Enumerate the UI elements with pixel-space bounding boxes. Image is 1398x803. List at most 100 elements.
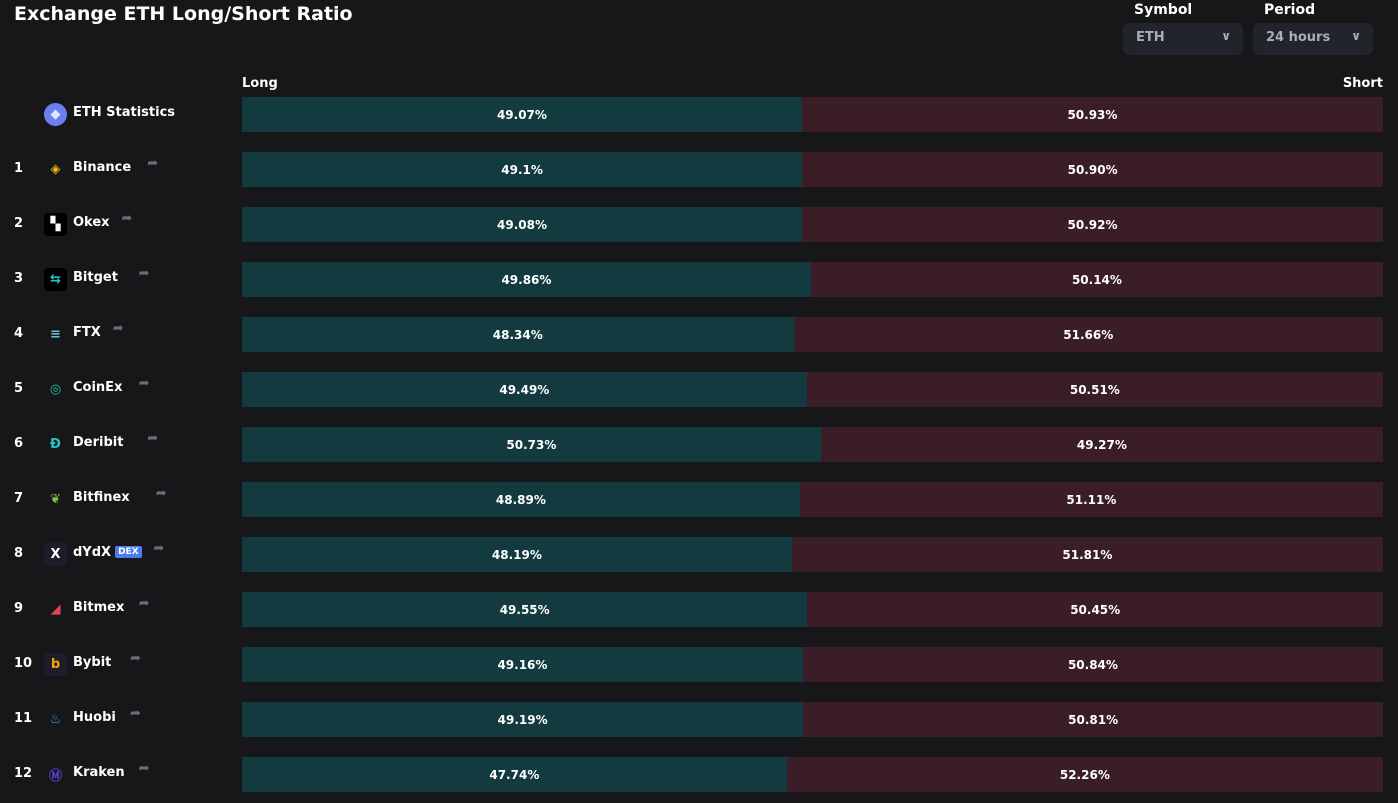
short-value: 51.11% [1066,492,1117,507]
rank: 8 [14,546,24,561]
ratio-bar: 49.08% 50.92% [242,207,1383,242]
exchange-name[interactable]: Huobi [73,710,116,725]
exchange-name[interactable]: Binance [73,160,132,175]
bitmex-icon: ◢ [50,602,61,617]
ratio-bar: 48.19% 51.81% [242,537,1383,572]
long-value: 49.19% [497,712,548,727]
long-value: 49.16% [497,657,548,672]
exchange-row: 4 ≡ FTX ➦ 48.34% 51.66% [0,317,1398,352]
long-bar: 49.86% [242,262,811,297]
exchange-name[interactable]: dYdX DEX [73,545,142,560]
share-icon[interactable]: ➦ [138,761,150,776]
period-select[interactable]: 24 hours ∨ [1253,23,1373,55]
long-bar: 48.89% [242,482,800,517]
rank: 7 [14,491,24,506]
symbol-value: ETH [1136,30,1165,45]
short-bar: 50.93% [801,97,1383,132]
ratio-bar: 49.16% 50.84% [242,647,1383,682]
short-bar: 49.27% [820,427,1383,462]
exchange-row: 2 ▚ Okex ➦ 49.08% 50.92% [0,207,1398,242]
bitget-icon: ⇆ [44,268,67,291]
long-value: 48.89% [495,492,546,507]
short-bar: 50.14% [810,262,1383,297]
rank: 6 [14,436,24,451]
long-value: 50.73% [506,437,557,452]
ratio-bar: 48.34% 51.66% [242,317,1383,352]
long-value: 47.74% [489,767,540,782]
long-bar: 49.55% [242,592,808,627]
exchange-name[interactable]: Deribit [73,435,124,450]
short-value: 50.92% [1067,217,1118,232]
short-value: 52.26% [1059,767,1110,782]
bybit-icon: b [44,653,67,676]
share-icon[interactable]: ➦ [138,596,150,611]
symbol-label: Symbol [1134,2,1193,18]
bitfinex-icon: ❦ [50,492,61,507]
chevron-down-icon: ∨ [1221,29,1231,43]
long-value: 49.1% [501,162,543,177]
exchange-name[interactable]: FTX [73,325,101,340]
long-bar: 49.07% [242,97,802,132]
short-value: 49.27% [1076,437,1127,452]
short-bar: 50.45% [807,592,1383,627]
short-bar: 50.51% [806,372,1383,407]
share-icon[interactable]: ➦ [138,376,150,391]
share-icon[interactable]: ➦ [138,266,150,281]
short-value: 51.66% [1063,327,1114,342]
symbol-select[interactable]: ETH ∨ [1123,23,1243,55]
share-icon[interactable]: ➦ [112,321,124,336]
page-title: Exchange ETH Long/Short Ratio [14,3,353,25]
long-value: 49.86% [501,272,552,287]
short-value: 50.93% [1067,107,1118,122]
exchange-row: 12 Ⓜ Kraken ➦ 47.74% 52.26% [0,757,1398,792]
rank: 3 [14,271,24,286]
dydx-icon: X [44,543,67,566]
long-bar: 48.34% [242,317,794,352]
short-value: 50.51% [1069,382,1120,397]
rank: 2 [14,216,24,231]
short-bar: 50.92% [802,207,1383,242]
long-bar: 49.08% [242,207,802,242]
share-icon[interactable]: ➦ [130,651,141,666]
exchange-row: 10 b Bybit ➦ 49.16% 50.84% [0,647,1398,682]
exchange-name[interactable]: Kraken [73,765,125,780]
ethereum-icon: ◆ [44,103,67,126]
short-value: 50.14% [1071,272,1122,287]
share-icon[interactable]: ➦ [153,541,165,556]
ratio-bar: 49.19% 50.81% [242,702,1383,737]
rank: 5 [14,381,24,396]
exchange-name[interactable]: CoinEx [73,380,123,395]
long-bar: 50.73% [242,427,821,462]
long-header: Long [242,76,278,91]
exchange-name[interactable]: Bitfinex [73,490,130,505]
short-bar: 51.81% [791,537,1383,572]
share-icon[interactable]: ➦ [147,431,159,446]
exchange-row: 3 ⇆ Bitget ➦ 49.86% 50.14% [0,262,1398,297]
share-icon[interactable]: ➦ [130,706,141,721]
deribit-icon: Đ [50,437,61,452]
short-bar: 50.81% [803,702,1383,737]
rank: 11 [14,711,33,726]
exchange-name[interactable]: Bitmex [73,600,125,615]
ratio-bar: 49.86% 50.14% [242,262,1383,297]
kraken-icon: Ⓜ [48,769,62,784]
share-icon[interactable]: ➦ [147,156,159,171]
short-value: 50.81% [1068,712,1119,727]
short-bar: 50.90% [802,152,1383,187]
long-value: 49.08% [497,217,547,232]
short-bar: 51.66% [793,317,1383,352]
short-value: 50.45% [1070,602,1121,617]
period-value: 24 hours [1266,30,1331,45]
exchange-name[interactable]: Okex [73,215,110,230]
share-icon[interactable]: ➦ [155,486,167,501]
long-bar: 47.74% [242,757,787,792]
long-value: 49.07% [496,107,547,122]
period-label: Period [1264,2,1316,18]
long-value: 48.34% [492,327,543,342]
exchange-name[interactable]: Bitget [73,270,118,285]
exchange-name[interactable]: Bybit [73,655,112,670]
ratio-bar: 48.89% 51.11% [242,482,1383,517]
rank: 1 [14,161,24,176]
share-icon[interactable]: ➦ [121,211,133,226]
